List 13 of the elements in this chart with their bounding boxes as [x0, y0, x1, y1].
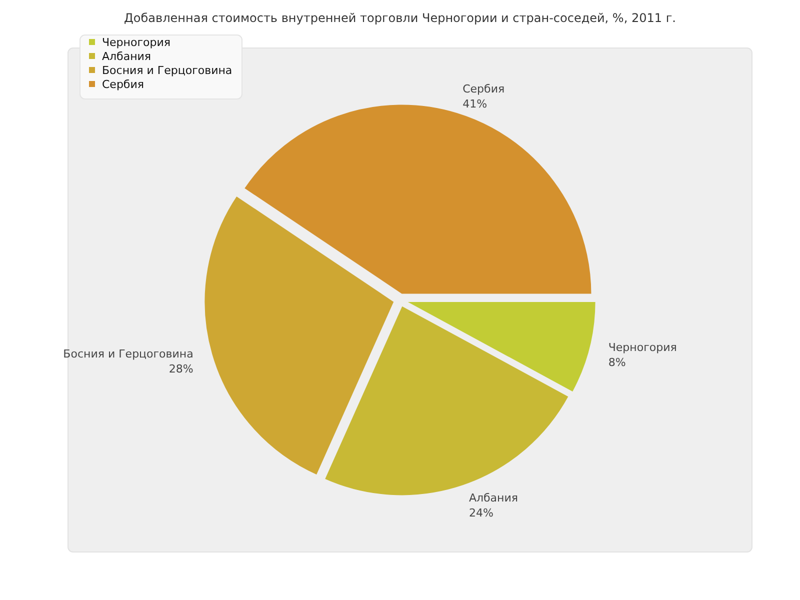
legend-label: Албания: [102, 50, 152, 63]
data-label: 8%: [608, 356, 626, 369]
slice-label: Сербия: [462, 82, 505, 96]
legend-label: Черногория: [102, 36, 170, 49]
data-label: 24%: [468, 506, 494, 520]
data-label: 28%: [168, 362, 194, 376]
legend-label: Босния и Герцоговина: [102, 64, 232, 77]
slice-label: Босния и Герцоговина: [63, 347, 194, 360]
slice-label: Черногория: [608, 340, 677, 354]
chart-title: Добавленная стоимость внутренней торговли Черногории и стран-соседей, %, 2011 г.: [124, 11, 676, 25]
slice-label: Албания: [468, 492, 518, 505]
data-label: 41%: [462, 97, 488, 110]
legend-label: Сербия: [102, 78, 144, 91]
